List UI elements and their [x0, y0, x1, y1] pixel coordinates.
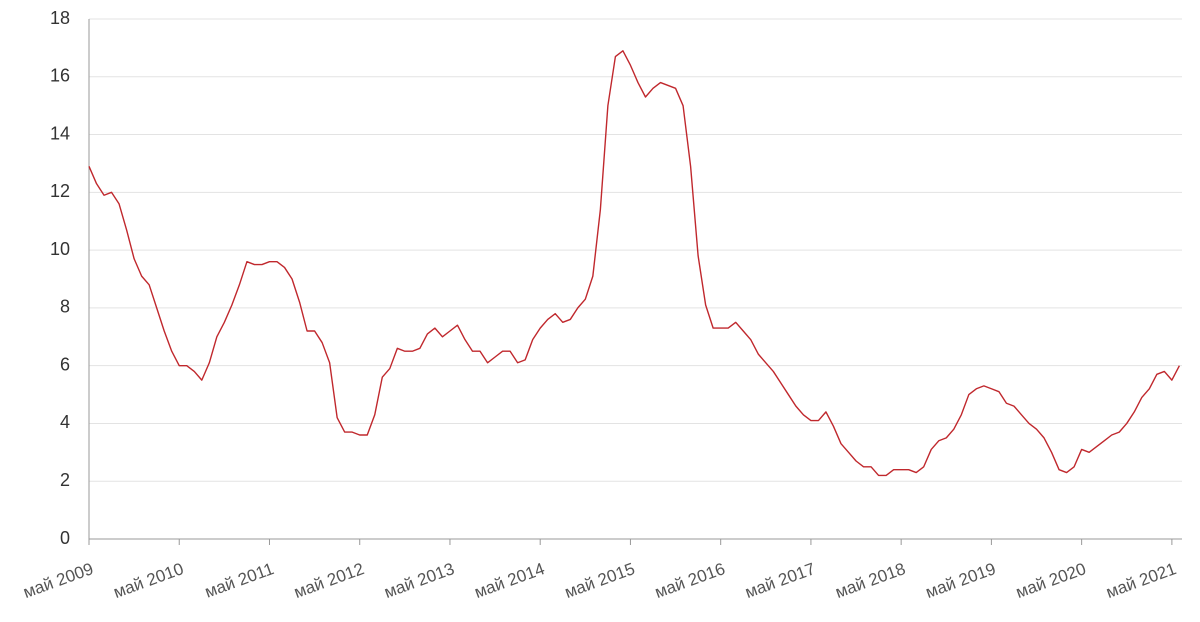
x-tick-label: май 2015	[562, 559, 637, 602]
y-tick-label: 8	[60, 297, 70, 317]
x-tick-label: май 2016	[652, 559, 727, 602]
x-tick-label: май 2018	[833, 559, 908, 602]
data-line	[88, 50, 1181, 477]
y-tick-label: 12	[50, 181, 70, 201]
x-tick-label: май 2012	[291, 559, 366, 602]
y-tick-label: 2	[60, 470, 70, 490]
x-tick-label: май 2017	[743, 559, 818, 602]
y-tick-label: 14	[50, 123, 70, 143]
y-tick-label: 18	[50, 8, 70, 28]
x-tick-label: май 2010	[111, 559, 186, 602]
y-tick-label: 16	[50, 66, 70, 86]
y-tick-label: 10	[50, 239, 70, 259]
x-tick-label: май 2021	[1104, 559, 1179, 602]
x-tick-label: май 2011	[202, 559, 276, 601]
x-tick-label: май 2019	[923, 559, 998, 602]
x-tick-label: май 2013	[382, 559, 457, 602]
x-tick-label: май 2014	[472, 559, 547, 602]
x-tick-label: май 2020	[1013, 559, 1088, 602]
y-tick-label: 4	[60, 412, 70, 432]
x-tick-label: май 2009	[21, 559, 96, 602]
y-tick-label: 0	[60, 528, 70, 548]
y-tick-label: 6	[60, 354, 70, 374]
